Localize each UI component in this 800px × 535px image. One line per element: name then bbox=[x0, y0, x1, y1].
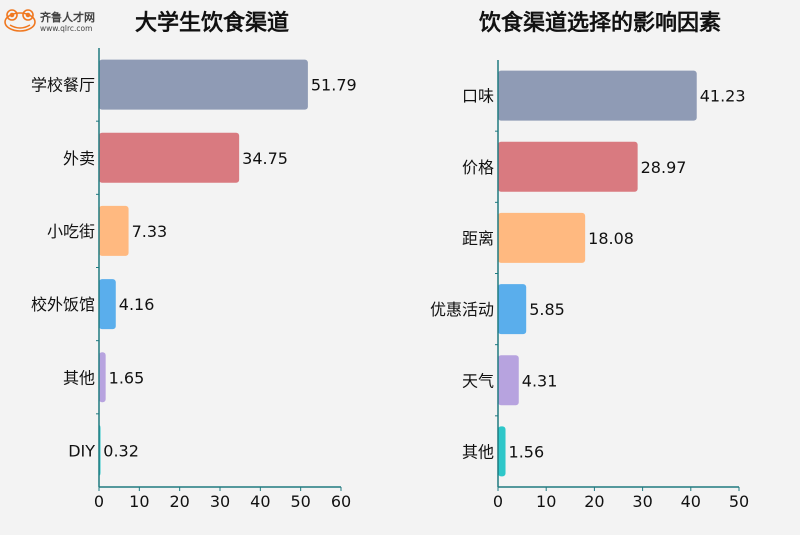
value-label: 1.56 bbox=[509, 442, 545, 461]
category-label: 天气 bbox=[462, 371, 494, 390]
bar bbox=[498, 355, 519, 406]
bar bbox=[99, 279, 116, 330]
value-label: 7.33 bbox=[132, 222, 168, 241]
x-tick-label: 60 bbox=[331, 492, 351, 511]
logo-url: www.qlrc.com bbox=[40, 24, 92, 33]
value-label: 4.16 bbox=[119, 295, 155, 314]
category-label: 校外饭馆 bbox=[31, 295, 95, 314]
chart-title: 大学生饮食渠道 bbox=[135, 10, 289, 36]
category-label: 优惠活动 bbox=[430, 300, 494, 319]
x-tick-label: 50 bbox=[290, 492, 310, 511]
value-label: 18.08 bbox=[588, 229, 634, 248]
bar bbox=[498, 141, 638, 192]
x-tick-label: 30 bbox=[210, 492, 230, 511]
x-tick-label: 20 bbox=[584, 492, 604, 511]
x-tick-label: 0 bbox=[493, 492, 503, 511]
value-label: 34.75 bbox=[242, 149, 288, 168]
value-label: 41.23 bbox=[700, 87, 746, 106]
category-label: 其他 bbox=[63, 368, 95, 387]
category-label: 距离 bbox=[462, 229, 494, 248]
category-label: 小吃街 bbox=[47, 222, 95, 241]
bar bbox=[498, 426, 506, 477]
category-label: 口味 bbox=[462, 87, 494, 106]
value-label: 1.65 bbox=[109, 368, 145, 387]
x-tick-label: 50 bbox=[729, 492, 749, 511]
x-tick-label: 10 bbox=[129, 492, 149, 511]
bar bbox=[99, 205, 129, 256]
category-label: 外卖 bbox=[63, 149, 95, 168]
category-label: 价格 bbox=[462, 158, 494, 177]
chart-title: 饮食渠道选择的影响因素 bbox=[478, 10, 721, 36]
value-label: 4.31 bbox=[522, 371, 558, 390]
value-label: 28.97 bbox=[641, 158, 687, 177]
qlrc-logo: 齐鲁人才网 www.qlrc.com bbox=[4, 9, 95, 33]
bar bbox=[498, 70, 697, 121]
x-tick-label: 40 bbox=[250, 492, 270, 511]
logo-text: 齐鲁人才网 bbox=[40, 10, 95, 24]
value-label: 0.32 bbox=[103, 441, 139, 460]
x-tick-label: 30 bbox=[632, 492, 652, 511]
x-tick-label: 0 bbox=[94, 492, 104, 511]
value-label: 5.85 bbox=[529, 300, 565, 319]
x-tick-label: 20 bbox=[169, 492, 189, 511]
frog-icon bbox=[4, 9, 36, 32]
category-label: 学校餐厅 bbox=[31, 76, 95, 95]
bar bbox=[99, 59, 308, 110]
x-tick-label: 10 bbox=[536, 492, 556, 511]
bar bbox=[99, 352, 106, 403]
bar bbox=[99, 132, 240, 183]
category-label: 其他 bbox=[462, 442, 494, 461]
bar bbox=[498, 212, 586, 263]
bar bbox=[498, 284, 527, 335]
category-label: DIY bbox=[68, 441, 95, 460]
x-tick-label: 40 bbox=[681, 492, 701, 511]
value-label: 51.79 bbox=[311, 76, 357, 95]
